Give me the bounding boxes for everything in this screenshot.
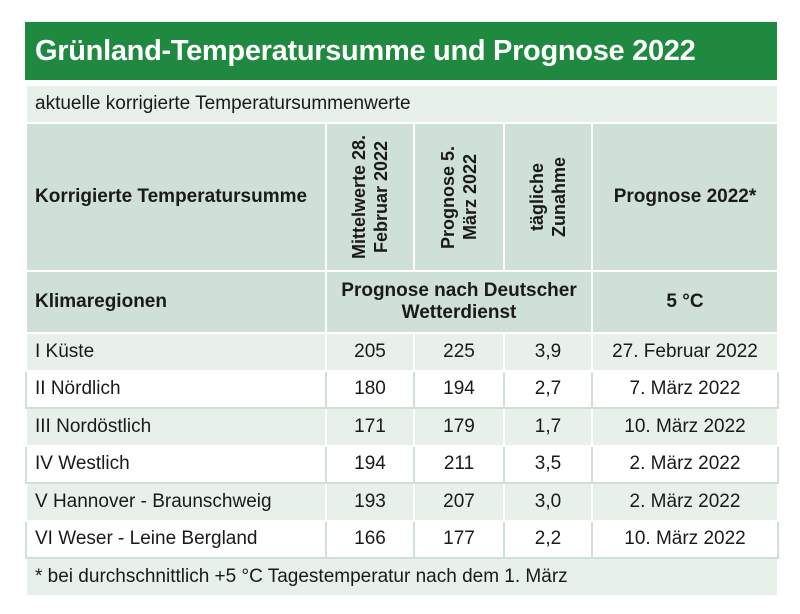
zunahme-cell: 1,7 bbox=[503, 407, 593, 447]
mittelwert-cell: 194 bbox=[325, 444, 415, 484]
header-5-grad: 5 °C bbox=[591, 270, 779, 334]
header-taegliche-zunahme: tägliche Zunahme bbox=[503, 122, 593, 272]
region-cell: VI Weser - Leine Bergland bbox=[25, 519, 327, 559]
datum-cell: 2. März 2022 bbox=[591, 482, 779, 522]
table-row: II Nördlich 180 194 2,7 7. März 2022 bbox=[25, 369, 779, 409]
footnote: * bei durchschnittlich +5 °C Tagestemper… bbox=[25, 557, 779, 597]
zunahme-cell: 3,9 bbox=[503, 332, 593, 372]
zunahme-cell: 3,5 bbox=[503, 444, 593, 484]
table-row: IV Westlich 194 211 3,5 2. März 2022 bbox=[25, 444, 779, 484]
table-row: I Küste 205 225 3,9 27. Februar 2022 bbox=[25, 332, 779, 372]
mittelwert-cell: 166 bbox=[325, 519, 415, 559]
region-cell: V Hannover - Braunschweig bbox=[25, 482, 327, 522]
datum-cell: 27. Februar 2022 bbox=[591, 332, 779, 372]
prognose-cell: 225 bbox=[413, 332, 505, 372]
prognose-cell: 207 bbox=[413, 482, 505, 522]
header-prognose-2022: Prognose 2022* bbox=[591, 122, 779, 272]
mittelwert-cell: 193 bbox=[325, 482, 415, 522]
region-cell: II Nördlich bbox=[25, 369, 327, 409]
header-klimaregionen: Klimaregionen bbox=[25, 270, 327, 334]
prognose-cell: 194 bbox=[413, 369, 505, 409]
header-prognose-dwd: Prognose nach Deutscher Wetterdienst bbox=[325, 270, 593, 334]
header-prognose-datum: Prognose 5. März 2022 bbox=[413, 122, 505, 272]
prognose-cell: 211 bbox=[413, 444, 505, 484]
temperature-table-panel: Grünland-Temperatursumme und Prognose 20… bbox=[25, 22, 779, 597]
prognose-cell: 179 bbox=[413, 407, 505, 447]
region-cell: IV Westlich bbox=[25, 444, 327, 484]
region-cell: III Nordöstlich bbox=[25, 407, 327, 447]
header-mittelwerte: Mittelwerte 28. Februar 2022 bbox=[325, 122, 415, 272]
zunahme-cell: 3,0 bbox=[503, 482, 593, 522]
table-subtitle: aktuelle korrigierte Temperatursummenwer… bbox=[25, 84, 779, 124]
datum-cell: 10. März 2022 bbox=[591, 407, 779, 447]
datum-cell: 10. März 2022 bbox=[591, 519, 779, 559]
zunahme-cell: 2,2 bbox=[503, 519, 593, 559]
region-cell: I Küste bbox=[25, 332, 327, 372]
mittelwert-cell: 180 bbox=[325, 369, 415, 409]
mittelwert-cell: 171 bbox=[325, 407, 415, 447]
zunahme-cell: 2,7 bbox=[503, 369, 593, 409]
prognose-cell: 177 bbox=[413, 519, 505, 559]
table-row: III Nordöstlich 171 179 1,7 10. März 2022 bbox=[25, 407, 779, 447]
page-title: Grünland-Temperatursumme und Prognose 20… bbox=[25, 22, 777, 80]
table-row: V Hannover - Braunschweig 193 207 3,0 2. Mär… bbox=[25, 482, 779, 522]
datum-cell: 7. März 2022 bbox=[591, 369, 779, 409]
header-korrigierte-temperatursumme: Korrigierte Temperatursumme bbox=[25, 122, 327, 272]
table-row: VI Weser - Leine Bergland 166 177 2,2 10. Mä… bbox=[25, 519, 779, 559]
temperature-table: aktuelle korrigierte Temperatursummenwer… bbox=[25, 84, 779, 597]
mittelwert-cell: 205 bbox=[325, 332, 415, 372]
datum-cell: 2. März 2022 bbox=[591, 444, 779, 484]
